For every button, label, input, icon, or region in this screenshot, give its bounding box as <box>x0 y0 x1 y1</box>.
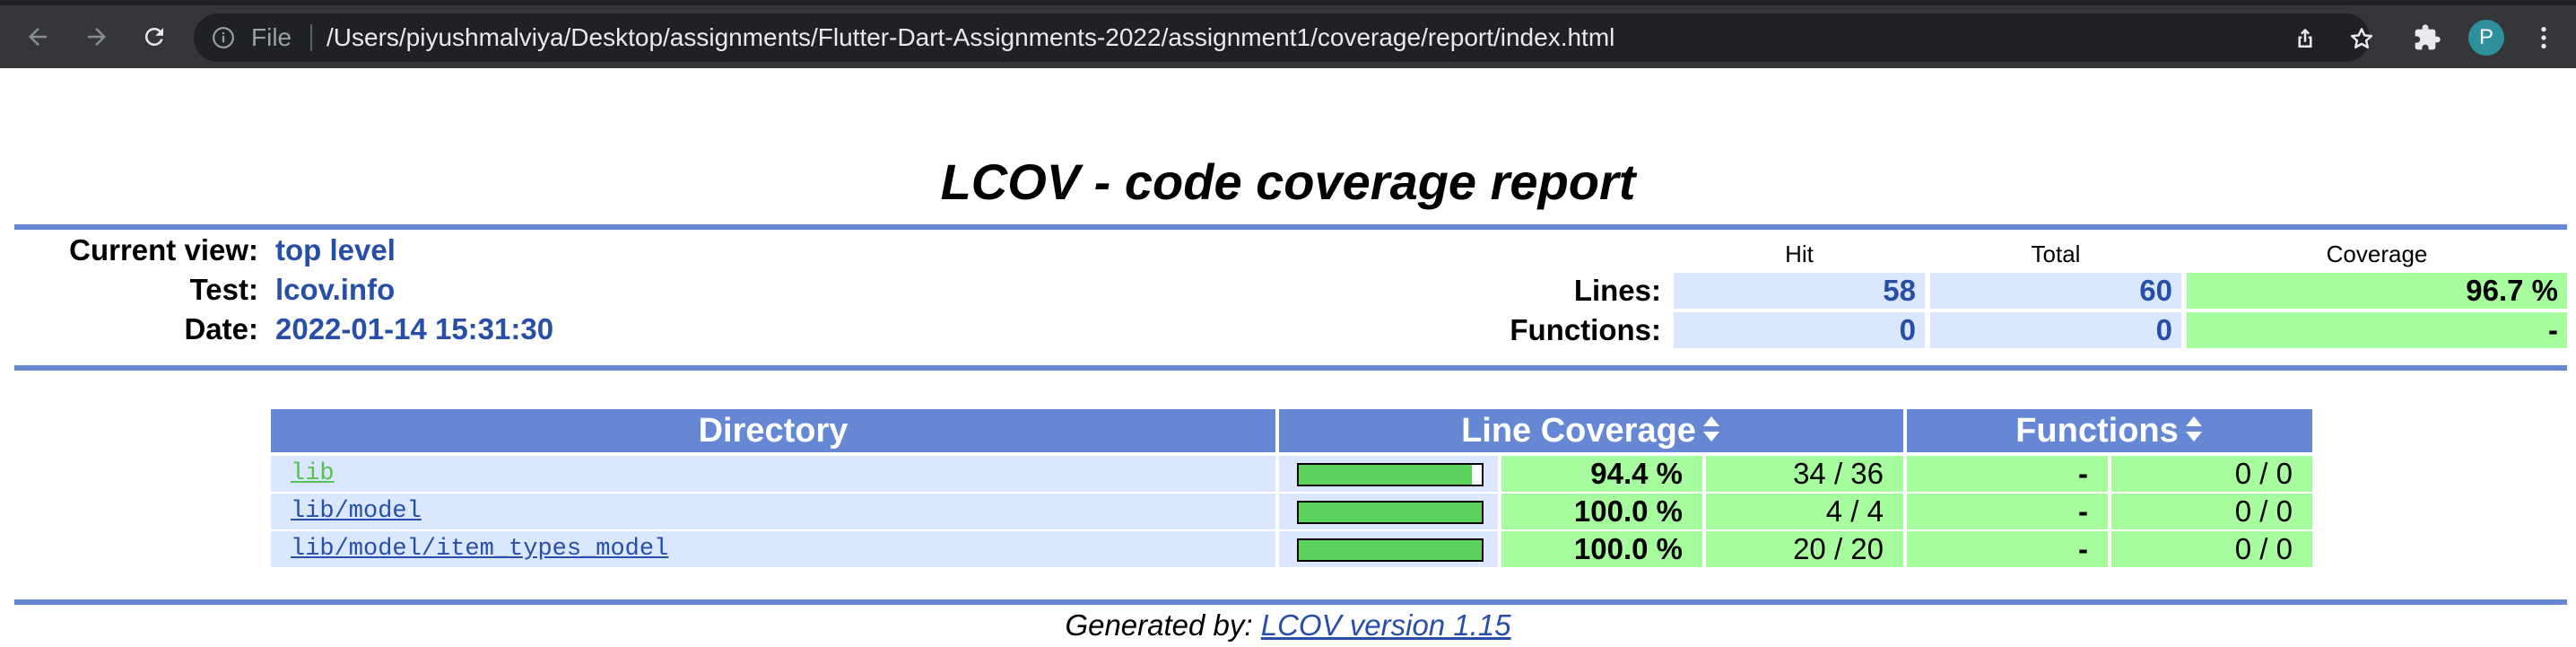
directory-link-lib[interactable]: lib <box>291 460 335 487</box>
functions-column-header[interactable]: Functions <box>1907 409 2312 452</box>
menu-icon[interactable] <box>2529 23 2558 52</box>
browser-toolbar: File /Users/piyushmalviya/Desktop/assign… <box>0 5 2576 68</box>
line-coverage-header-label: Line Coverage <box>1461 412 1696 450</box>
share-icon[interactable] <box>2292 25 2319 52</box>
address-url[interactable]: /Users/piyushmalviya/Desktop/assignments… <box>326 23 1615 51</box>
stats-functions-total: 0 <box>1930 312 2181 348</box>
coverage-bar <box>1297 538 1484 562</box>
generated-by-label: Generated by: <box>1065 608 1253 642</box>
table-row-directory: lib/model <box>271 494 1275 529</box>
functions-header-label: Functions <box>2015 412 2179 450</box>
function-coverage-percent: - <box>1907 494 2108 529</box>
coverage-bar-cell <box>1279 456 1498 492</box>
sort-icon[interactable] <box>2184 411 2204 454</box>
current-view-label: Current view: <box>69 233 258 267</box>
line-coverage-percent: 100.0 % <box>1501 531 1702 567</box>
header-ruler-bottom <box>14 365 2567 371</box>
line-coverage-percent: 100.0 % <box>1501 494 1702 529</box>
star-icon[interactable] <box>2348 25 2375 52</box>
function-coverage-count: 0 / 0 <box>2111 531 2312 567</box>
date-label: Date: <box>184 312 258 345</box>
profile-avatar[interactable]: P <box>2468 20 2504 56</box>
current-view-link[interactable]: top level <box>275 233 396 267</box>
stats-lines-total: 60 <box>1930 273 2181 309</box>
table-row-directory: lib <box>271 456 1275 492</box>
line-coverage-count: 20 / 20 <box>1706 531 1903 567</box>
browser-top-strip <box>0 0 2576 5</box>
stats-functions-hit: 0 <box>1674 312 1925 348</box>
coverage-bar <box>1297 501 1484 524</box>
file-scheme-label: File <box>251 23 292 51</box>
coverage-bar-cell <box>1279 531 1498 567</box>
stats-lines-coverage: 96.7 % <box>2187 273 2567 309</box>
sort-icon[interactable] <box>1701 411 1721 454</box>
directory-header-label: Directory <box>698 412 849 450</box>
footer: Generated by: LCOV version 1.15 <box>0 608 2576 643</box>
footer-ruler <box>14 599 2567 605</box>
forward-icon[interactable] <box>81 21 113 53</box>
stats-functions-label: Functions: <box>1510 313 1661 346</box>
test-value: lcov.info <box>275 273 396 306</box>
stats-functions-coverage: - <box>2187 312 2567 348</box>
stats-lines-label: Lines: <box>1573 274 1661 307</box>
function-coverage-percent: - <box>1907 531 2108 567</box>
line-coverage-count: 4 / 4 <box>1706 494 1903 529</box>
line-coverage-percent: 94.4 % <box>1501 456 1702 492</box>
reload-icon[interactable] <box>138 21 170 53</box>
address-bar[interactable]: File /Users/piyushmalviya/Desktop/assign… <box>194 13 2373 62</box>
coverage-bar-fill <box>1299 540 1482 560</box>
back-icon[interactable] <box>22 21 54 53</box>
header-ruler-top <box>14 224 2567 230</box>
page-title: LCOV - code coverage report <box>940 153 1636 210</box>
info-icon[interactable] <box>212 26 235 49</box>
date-value: 2022-01-14 15:31:30 <box>275 312 554 345</box>
coverage-bar <box>1297 463 1484 486</box>
function-coverage-count: 0 / 0 <box>2111 494 2312 529</box>
coverage-bar-cell <box>1279 494 1498 529</box>
stats-lines-hit: 58 <box>1674 273 1925 309</box>
stats-coverage-header: Coverage <box>2326 240 2428 267</box>
line-coverage-column-header[interactable]: Line Coverage <box>1279 409 1903 452</box>
table-row-directory: lib/model/item_types_model <box>271 531 1275 567</box>
test-label: Test: <box>189 273 258 306</box>
stats-total-header: Total <box>2031 240 2081 267</box>
address-separator <box>310 24 312 51</box>
directory-link-lib-model[interactable]: lib/model <box>291 498 422 525</box>
function-coverage-count: 0 / 0 <box>2111 456 2312 492</box>
lcov-version-link[interactable]: LCOV version 1.15 <box>1260 608 1511 642</box>
coverage-bar-fill <box>1299 503 1482 522</box>
directory-link-lib-model-item-types-model[interactable]: lib/model/item_types_model <box>291 536 669 563</box>
extensions-icon[interactable] <box>2413 23 2441 52</box>
line-coverage-count: 34 / 36 <box>1706 456 1903 492</box>
function-coverage-percent: - <box>1907 456 2108 492</box>
coverage-bar-fill <box>1299 465 1472 485</box>
directory-column-header: Directory <box>271 409 1275 452</box>
stats-hit-header: Hit <box>1785 240 1814 267</box>
